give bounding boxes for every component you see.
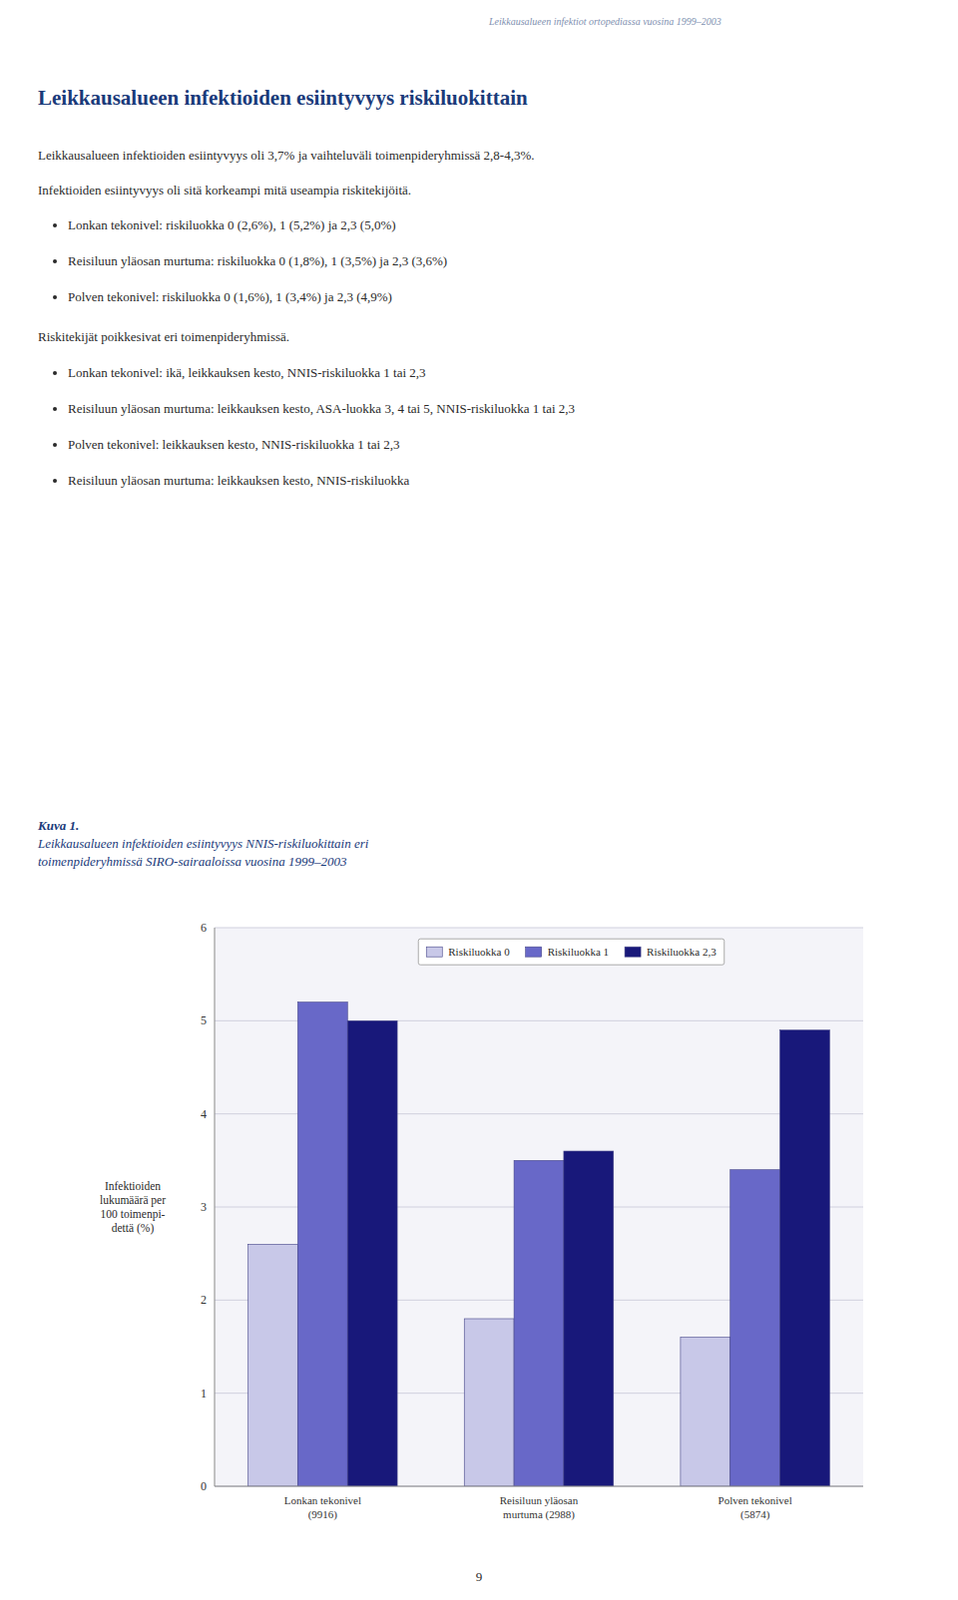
bar <box>248 1244 299 1487</box>
label-line: murtuma (2988) <box>502 1508 575 1522</box>
y-tick-label: 3 <box>200 1200 207 1215</box>
y-axis: 0 1 2 3 4 5 6 <box>200 921 864 1494</box>
bullet-item: Polven tekonivel: riskiluokka 0 (1,6%), … <box>67 289 448 326</box>
y-tick-label: 4 <box>200 1107 207 1122</box>
bar <box>513 1160 564 1487</box>
bar <box>563 1151 614 1487</box>
legend-label: Riskiluokka 2,3 <box>646 946 717 958</box>
y-tick-label: 1 <box>200 1387 207 1402</box>
bar <box>680 1338 731 1487</box>
label-line: 100 toimenpi- <box>100 1208 166 1222</box>
grid-line <box>214 928 864 930</box>
legend-swatch <box>525 947 542 958</box>
label-line: (9916) <box>308 1508 339 1522</box>
bar <box>347 1020 398 1487</box>
y-axis-label: Infektioidenlukumäärä per100 toimenpi-de… <box>99 1180 166 1236</box>
paragraph: Leikkausalueen infektioiden esiintyvyys … <box>37 147 535 164</box>
x-tick-label: Lonkan tekonivel(9916) <box>284 1494 362 1522</box>
bar <box>297 1002 348 1487</box>
bullet-list: Lonkan tekonivel: ikä, leikkauksen kesto… <box>41 365 575 509</box>
label-line: Reisiluun yläosan <box>499 1494 579 1507</box>
page-header: Leikkausalueen infektiot ortopediassa vu… <box>488 15 722 27</box>
label-line: dettä (%) <box>111 1222 155 1236</box>
legend-swatch <box>624 947 641 958</box>
page: {"page_header": "Leikkausalueen infektio… <box>0 0 958 1600</box>
legend: Riskiluokka 0 Riskiluokka 1 Riskiluokka 2,… <box>418 939 725 965</box>
x-axis-line <box>214 1486 864 1488</box>
label-line: (5874) <box>740 1508 771 1522</box>
bullet-item: Polven tekonivel: leikkauksen kesto, NNI… <box>67 437 575 474</box>
figure-caption: Leikkausalueen infektioiden esiintyvyys … <box>37 836 369 853</box>
grid-line <box>214 1486 864 1488</box>
y-tick-label: 2 <box>200 1293 207 1308</box>
label-line: Lonkan tekonivel <box>284 1494 362 1507</box>
figure-caption: Kuva 1. <box>37 818 79 835</box>
bullet-item: Lonkan tekonivel: riskiluokka 0 (2,6%), … <box>67 217 448 254</box>
x-axis: Lonkan tekonivel(9916) Reisiluun yläosanm… <box>284 1494 793 1522</box>
paragraph: Riskitekijät poikkesivat eri toimenpider… <box>37 329 290 346</box>
bar <box>730 1170 781 1487</box>
y-tick-label: 5 <box>200 1013 207 1028</box>
bullet-item: Reisiluun yläosan murtuma: leikkauksen k… <box>67 473 575 509</box>
bar <box>780 1030 831 1487</box>
legend-swatch <box>426 947 443 958</box>
bullet-item: Reisiluun yläosan murtuma: leikkauksen k… <box>67 401 575 438</box>
chart: 0 1 2 3 4 5 6 Lonkan tekonivel(9916) Reisiluun y… <box>0 898 958 1557</box>
figure-caption: toimenpideryhmissä SIRO-sairaaloissa vuo… <box>37 854 347 871</box>
legend-label: Riskiluokka 0 <box>448 946 510 958</box>
label-line: Infektioiden <box>104 1180 161 1193</box>
plot-background <box>214 928 864 1487</box>
y-tick-label: 6 <box>200 921 207 936</box>
bullet-item: Reisiluun yläosan murtuma: riskiluokka 0… <box>67 253 448 290</box>
x-tick-label: Polven tekonivel(5874) <box>718 1494 793 1522</box>
bar <box>464 1319 514 1487</box>
bars <box>248 1002 831 1487</box>
paragraph: Infektioiden esiintyvyys oli sitä korkea… <box>37 182 412 199</box>
label-line: lukumäärä per <box>99 1194 166 1208</box>
x-tick-label: Reisiluun yläosanmurtuma (2988) <box>499 1494 579 1522</box>
legend-frame <box>418 939 725 965</box>
label-line: Polven tekonivel <box>718 1494 793 1507</box>
y-tick-label: 0 <box>200 1479 207 1494</box>
page-number: 9 <box>0 1569 958 1586</box>
bullet-item: Lonkan tekonivel: ikä, leikkauksen kesto… <box>67 365 575 402</box>
main-title: Leikkausalueen infektioiden esiintyvyys … <box>37 85 528 111</box>
y-axis-line <box>214 928 216 1487</box>
bullet-list: Lonkan tekonivel: riskiluokka 0 (2,6%), … <box>41 217 448 326</box>
legend-label: Riskiluokka 1 <box>547 946 609 958</box>
